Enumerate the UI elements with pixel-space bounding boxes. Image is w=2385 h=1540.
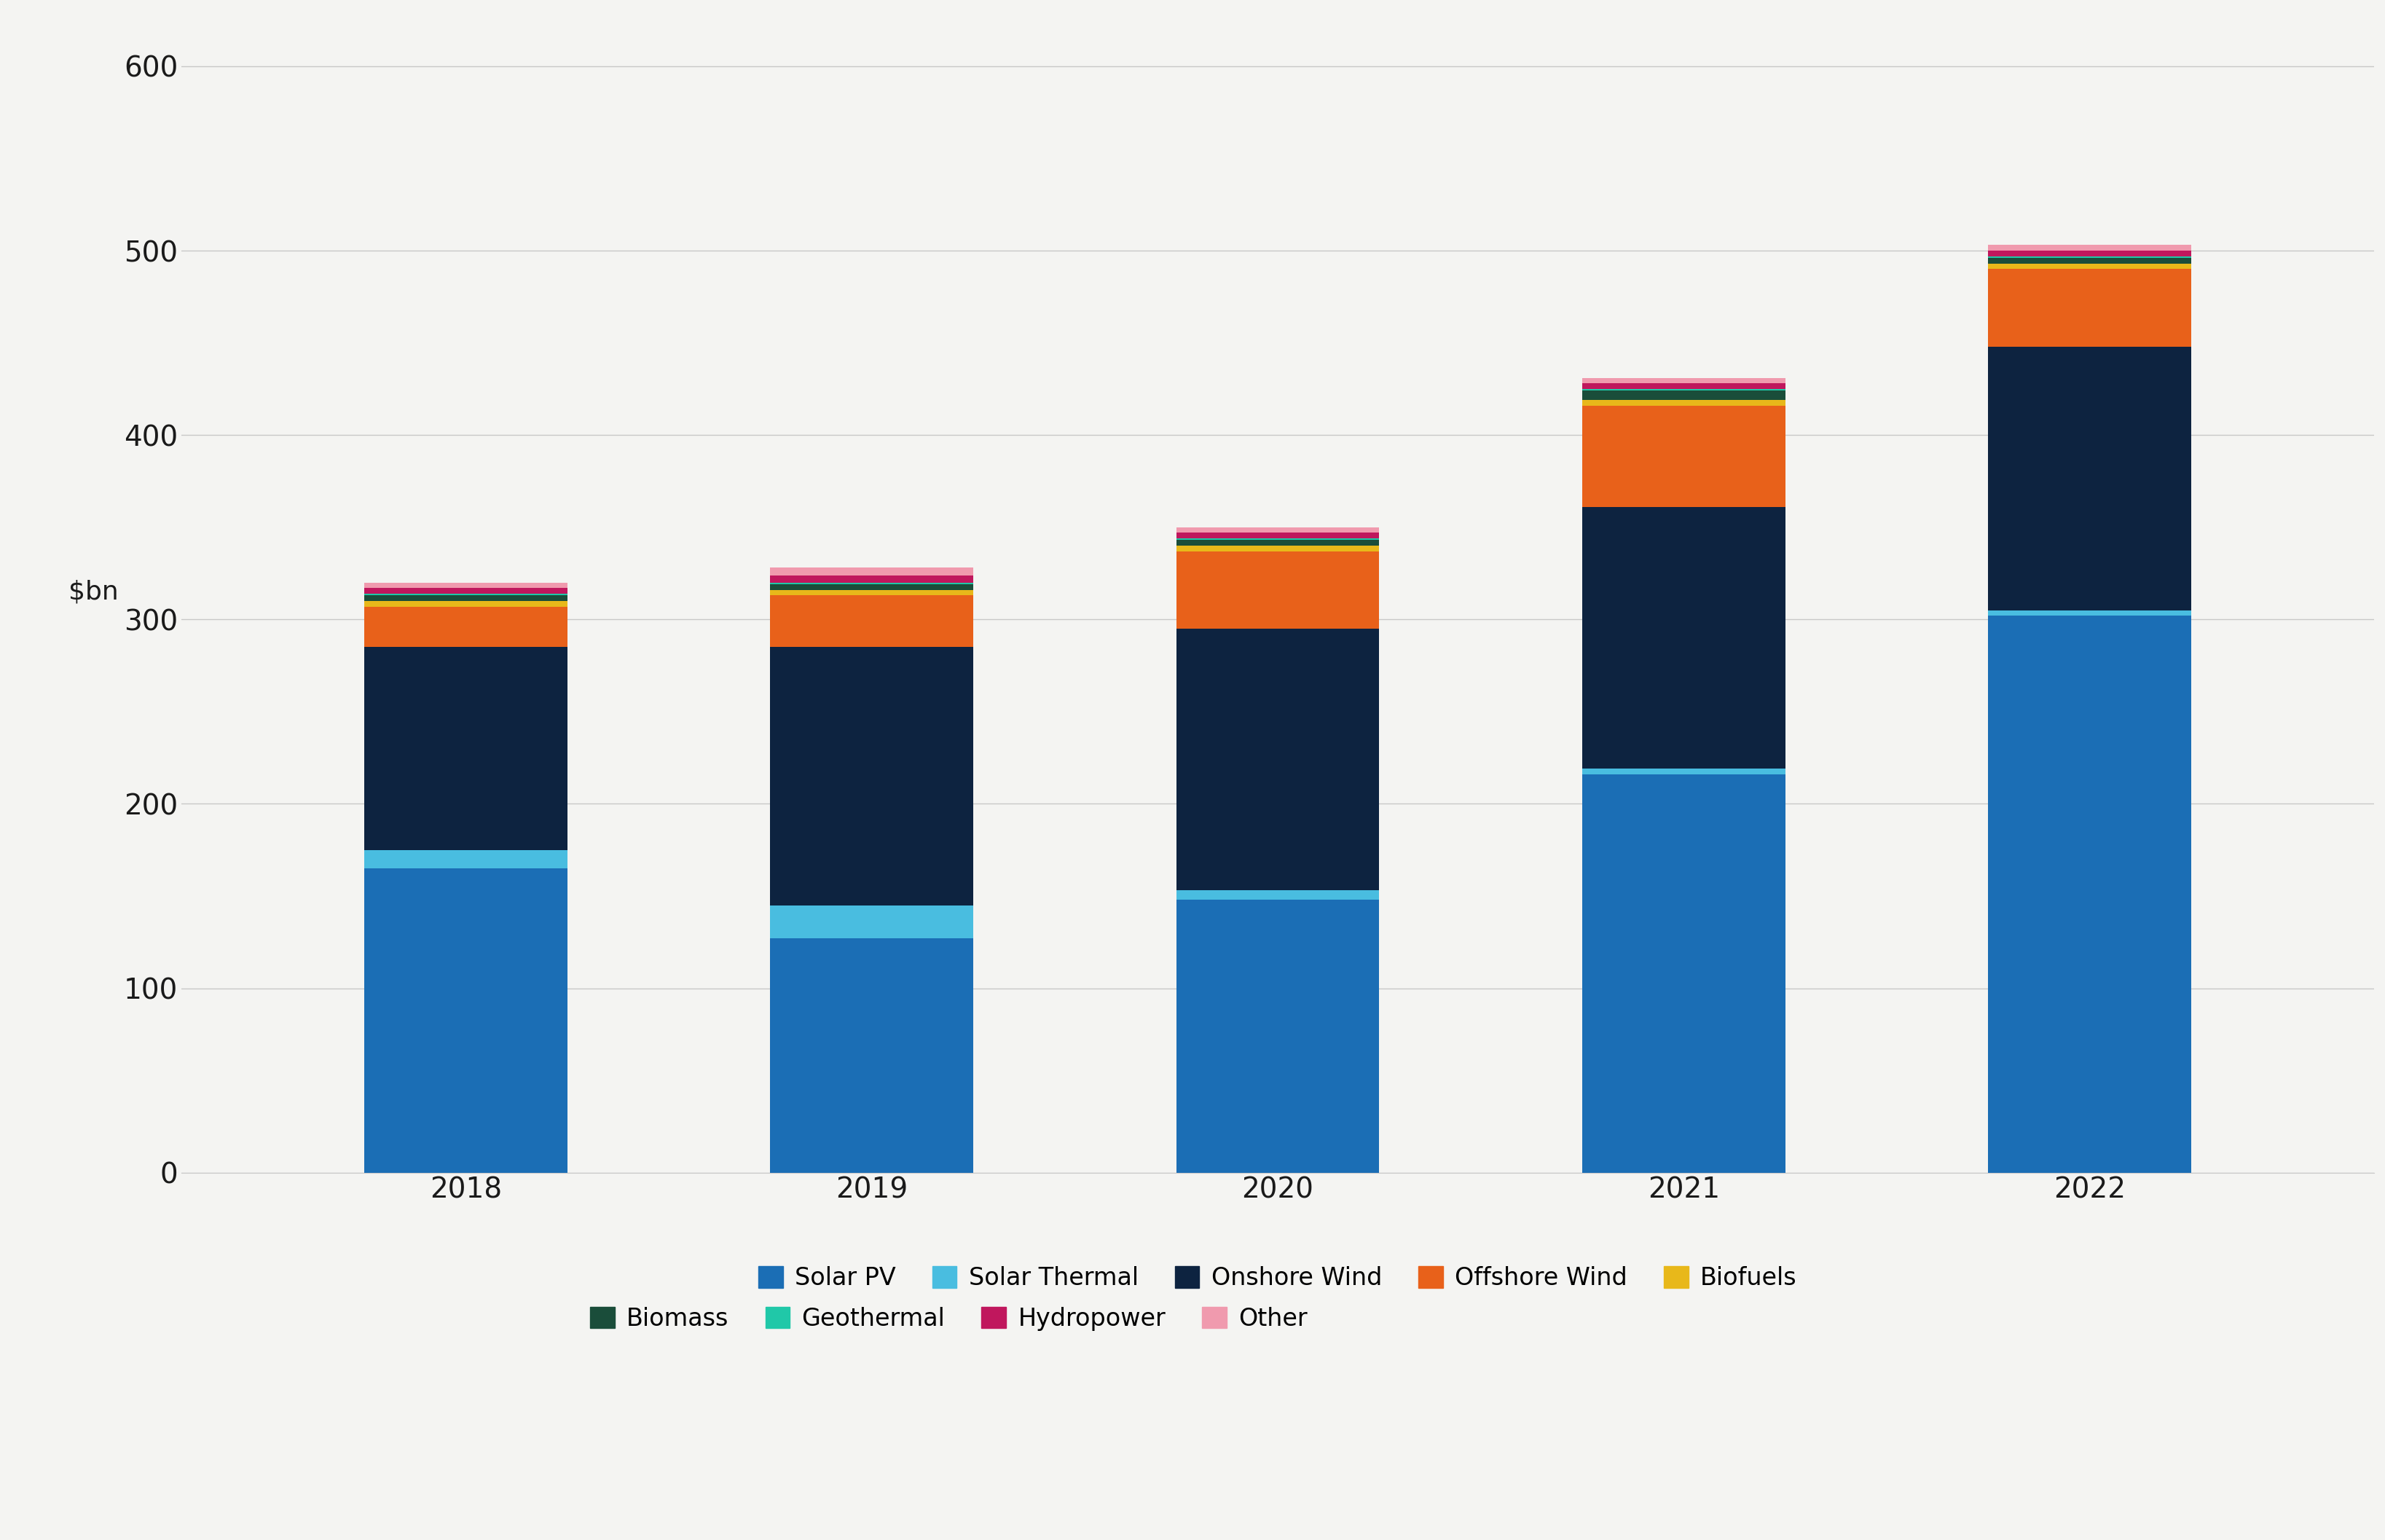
Bar: [1581, 768, 1786, 775]
Bar: [1581, 775, 1786, 1172]
Bar: [1176, 545, 1379, 551]
Bar: [1581, 391, 1786, 400]
Bar: [1581, 405, 1786, 507]
Bar: [1176, 527, 1379, 533]
Y-axis label: $bn: $bn: [69, 579, 119, 604]
Bar: [1176, 533, 1379, 539]
Bar: [365, 601, 568, 607]
Bar: [1176, 899, 1379, 1172]
Legend: Biomass, Geothermal, Hydropower, Other: Biomass, Geothermal, Hydropower, Other: [580, 1297, 1317, 1340]
Bar: [365, 582, 568, 588]
Bar: [365, 850, 568, 869]
Bar: [1581, 377, 1786, 383]
Bar: [1581, 390, 1786, 391]
Bar: [770, 582, 973, 584]
Bar: [1176, 539, 1379, 541]
Bar: [1989, 251, 2192, 256]
Bar: [1989, 245, 2192, 251]
Bar: [365, 647, 568, 850]
Bar: [1989, 616, 2192, 1172]
Bar: [1176, 628, 1379, 890]
Bar: [1176, 890, 1379, 899]
Bar: [770, 938, 973, 1172]
Bar: [770, 590, 973, 596]
Bar: [365, 596, 568, 601]
Bar: [365, 869, 568, 1172]
Bar: [1989, 270, 2192, 346]
Bar: [1581, 383, 1786, 390]
Bar: [1581, 507, 1786, 768]
Bar: [770, 568, 973, 574]
Bar: [1989, 259, 2192, 263]
Bar: [1176, 541, 1379, 545]
Bar: [365, 588, 568, 593]
Bar: [1581, 400, 1786, 405]
Bar: [1989, 256, 2192, 259]
Bar: [1989, 263, 2192, 270]
Bar: [770, 574, 973, 582]
Bar: [365, 607, 568, 647]
Bar: [770, 906, 973, 938]
Bar: [770, 584, 973, 590]
Bar: [1989, 610, 2192, 616]
Bar: [1176, 551, 1379, 628]
Bar: [365, 593, 568, 596]
Bar: [1989, 346, 2192, 610]
Bar: [770, 596, 973, 647]
Bar: [770, 647, 973, 906]
